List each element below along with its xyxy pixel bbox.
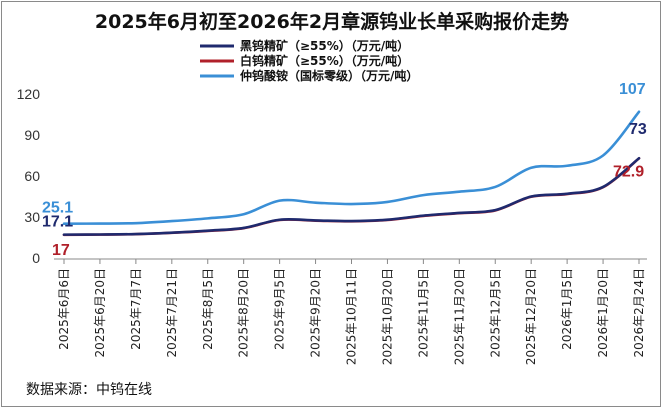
x-tick-label: 2026年2月24日 xyxy=(632,268,646,357)
x-tick-label: 2025年10月20日 xyxy=(380,268,394,365)
x-tick-label: 2025年8月20日 xyxy=(237,268,251,357)
x-tick-label: 2025年12月5日 xyxy=(488,268,502,357)
y-tick-label: 60 xyxy=(24,168,40,184)
series-line-0 xyxy=(62,156,641,236)
x-tick-label: 2026年1月5日 xyxy=(560,268,574,350)
data-label-0-0: 17.1 xyxy=(42,214,73,231)
x-tick-label: 2025年6月6日 xyxy=(57,268,71,350)
y-tick-label: 30 xyxy=(24,209,40,225)
x-tick-label: 2025年9月20日 xyxy=(309,268,323,357)
x-tick-label: 2026年1月20日 xyxy=(596,268,610,357)
legend-label-2: 仲钨酸铵（国标零级）（万元/吨） xyxy=(240,68,418,83)
data-label-1-1: 72.9 xyxy=(613,163,644,180)
source-note: 数据来源：中钨在线 xyxy=(26,382,152,398)
y-tick-label: 90 xyxy=(24,127,40,143)
legend-label-1: 白钨精矿（≥55%）（万元/吨） xyxy=(240,53,409,68)
y-tick-label: 0 xyxy=(32,250,40,266)
chart-title: 2025年6月初至2026年2月章源钨业长单采购报价走势 xyxy=(95,10,569,33)
x-tick-label: 2025年10月11日 xyxy=(345,268,359,365)
data-label-1-0: 17 xyxy=(52,242,70,259)
x-tick-label: 2025年12月20日 xyxy=(524,268,538,365)
x-tick-label: 2025年7月7日 xyxy=(129,268,143,350)
y-tick-label: 120 xyxy=(17,86,41,102)
x-axis: 2025年6月6日 2025年6月20日 2025年7月7日 2025年7月21日 20… xyxy=(54,258,647,365)
x-tick-label: 2025年7月21日 xyxy=(165,268,179,357)
legend-label-0: 黑钨精矿（≥55%）（万元/吨） xyxy=(240,38,409,53)
series-lines xyxy=(62,110,641,237)
x-tick-label: 2025年11月5日 xyxy=(416,268,430,357)
x-tick-label: 2025年11月20日 xyxy=(452,268,466,365)
y-axis: 0 30 60 90 120 xyxy=(17,86,41,266)
data-label-2-1: 107 xyxy=(619,81,646,98)
series-line-2 xyxy=(62,110,641,225)
data-label-2-0: 25.1 xyxy=(42,200,73,217)
data-labels: 17.1 73 17 72.9 25.1 107 xyxy=(42,81,647,259)
x-tick-label: 2025年8月5日 xyxy=(201,268,215,350)
x-tick-label: 2025年9月5日 xyxy=(273,268,287,350)
legend: 黑钨精矿（≥55%）（万元/吨）白钨精矿（≥55%）（万元/吨）仲钨酸铵（国标零… xyxy=(200,38,418,83)
data-label-0-1: 73 xyxy=(629,121,647,138)
x-tick-label: 2025年6月20日 xyxy=(93,268,107,357)
